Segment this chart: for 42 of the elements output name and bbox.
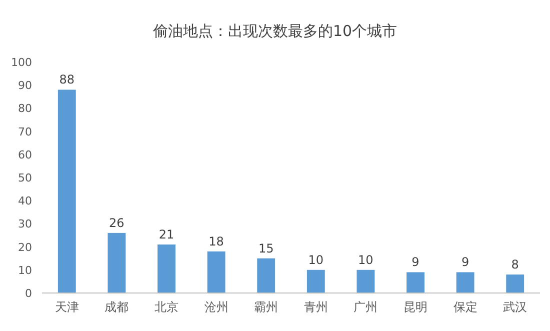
x-tick-label: 武汉 [503, 300, 528, 314]
x-tick-label: 昆明 [404, 300, 428, 314]
x-tick-label: 成都 [104, 300, 129, 314]
x-tick-label: 霸州 [254, 300, 278, 314]
bar [108, 232, 126, 293]
bar [58, 90, 76, 293]
y-tick-label: 40 [18, 194, 32, 208]
bar [306, 270, 325, 293]
x-tick-label: 天津 [54, 300, 79, 314]
data-label: 15 [258, 241, 274, 256]
y-tick-label: 80 [18, 102, 32, 116]
x-tick-label: 北京 [154, 300, 178, 314]
y-tick-label: 60 [18, 148, 32, 162]
y-tick-label: 30 [18, 218, 32, 231]
bar [257, 258, 276, 293]
x-tick-label: 保定 [453, 300, 478, 314]
data-label: 26 [109, 216, 124, 230]
bar [456, 272, 474, 293]
data-label: 8 [511, 258, 519, 272]
bar [406, 272, 424, 293]
data-label: 18 [208, 234, 224, 248]
x-tick-label: 青州 [304, 300, 328, 314]
y-tick-label: 50 [18, 172, 32, 184]
data-label: 10 [358, 252, 374, 267]
bar [356, 270, 375, 293]
y-tick-label: 90 [18, 79, 32, 92]
data-label: 9 [412, 255, 420, 270]
y-tick-label: 70 [18, 125, 32, 138]
x-tick-label: 广州 [354, 300, 378, 314]
bar [506, 274, 524, 293]
y-tick-label: 10 [18, 264, 32, 277]
bar [207, 251, 226, 293]
y-tick-label: 100 [11, 56, 32, 69]
y-tick-label: 0 [25, 287, 32, 300]
data-label: 9 [461, 255, 470, 270]
y-tick-label: 20 [18, 240, 32, 254]
bar [158, 244, 176, 293]
data-label: 88 [59, 72, 75, 87]
x-tick-label: 沧州 [204, 300, 228, 314]
data-label: 10 [308, 252, 324, 267]
chart-title: 偷油地点：出现次数最多的10个城市 [152, 22, 398, 40]
data-label: 21 [158, 227, 174, 242]
